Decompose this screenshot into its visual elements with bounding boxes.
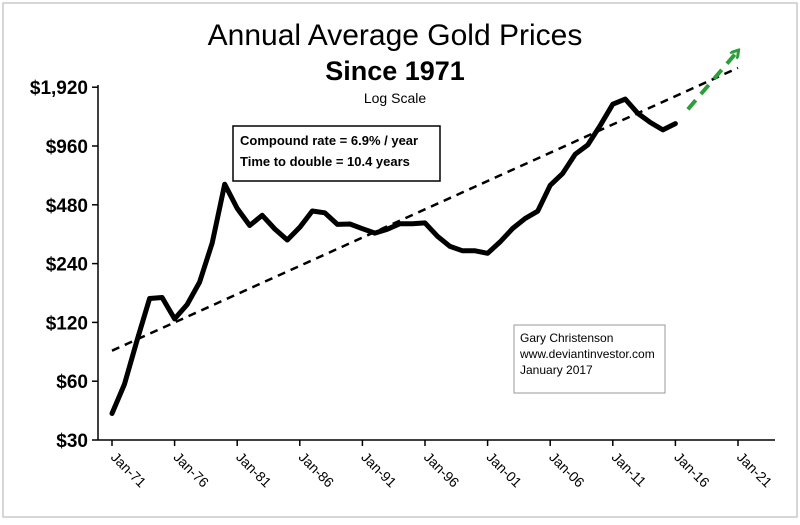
y-tick-label: $480 — [46, 196, 88, 217]
chart-subtitle: Since 1971 — [325, 56, 465, 86]
credit-author: Gary Christenson — [520, 331, 613, 345]
scale-note: Log Scale — [364, 90, 426, 106]
chart-title: Annual Average Gold Prices — [208, 19, 583, 52]
y-tick-label: $240 — [46, 255, 88, 276]
rate-annotation-box: Compound rate = 6.9% / year Time to doub… — [233, 126, 440, 181]
credit-box: Gary Christenson www.deviantinvestor.com… — [514, 325, 665, 393]
doubling-time-text: Time to double = 10.4 years — [240, 154, 410, 169]
y-tick-label: $60 — [56, 372, 88, 393]
credit-website: www.deviantinvestor.com — [519, 347, 655, 361]
y-tick-label: $30 — [56, 431, 88, 452]
y-tick-label: $120 — [46, 313, 88, 334]
y-tick-label: $1,920 — [30, 78, 88, 99]
y-tick-label: $960 — [46, 137, 88, 158]
credit-date: January 2017 — [520, 363, 593, 377]
compound-rate-text: Compound rate = 6.9% / year — [240, 133, 418, 148]
